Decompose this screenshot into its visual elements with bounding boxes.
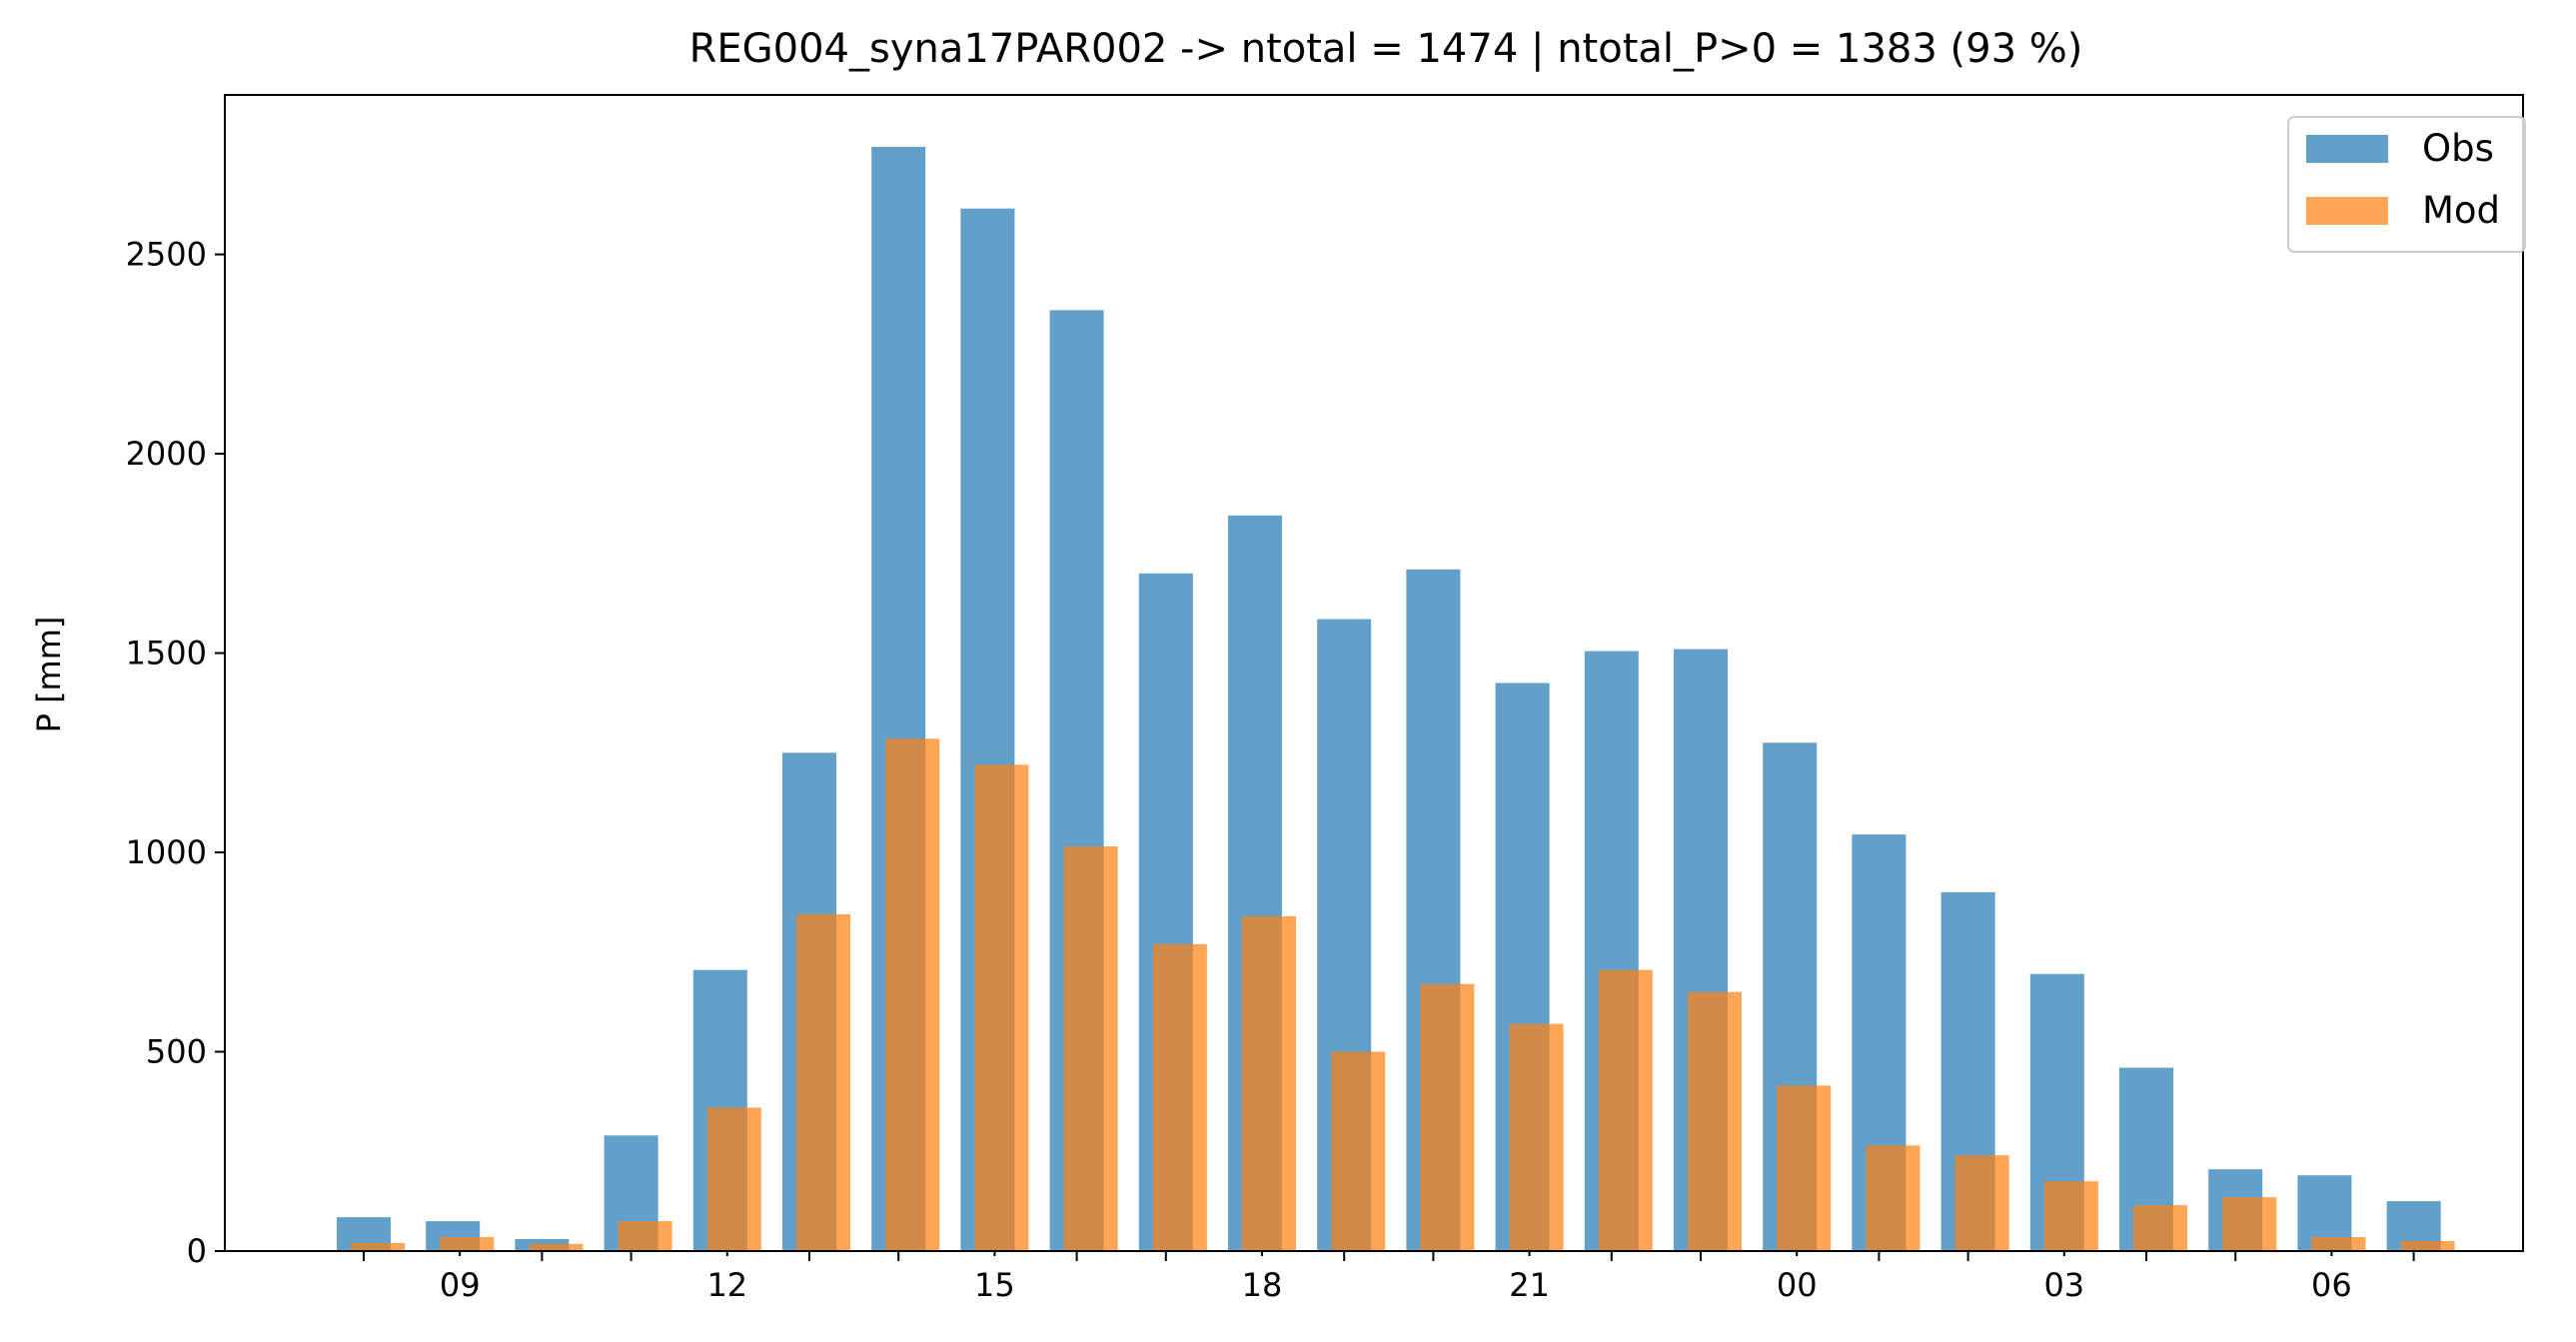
legend-swatch-mod bbox=[2306, 197, 2388, 225]
x-tick-label: 06 bbox=[2311, 1266, 2352, 1304]
y-tick-label: 2000 bbox=[126, 435, 207, 473]
legend: Obs Mod bbox=[2287, 116, 2526, 253]
y-axis-label: P [mm] bbox=[30, 617, 68, 733]
bar-mod-18 bbox=[1242, 915, 1296, 1251]
x-axis: 09 12 15 18 21 00 03 06 bbox=[363, 1251, 2415, 1304]
bar-mod-12 bbox=[706, 1107, 761, 1251]
bar-mod-4 bbox=[2133, 1205, 2187, 1251]
chart-title: REG004_syna17PAR002 -> ntotal = 1474 | n… bbox=[689, 26, 2083, 72]
y-tick-label: 500 bbox=[146, 1033, 207, 1071]
y-tick-label: 1000 bbox=[126, 833, 207, 871]
bar-mod-19 bbox=[1331, 1051, 1386, 1251]
bar-mod-11 bbox=[618, 1221, 672, 1251]
legend-swatch-obs bbox=[2306, 135, 2388, 163]
bar-mod-5 bbox=[2222, 1197, 2277, 1251]
bar-mod-14 bbox=[885, 738, 940, 1251]
x-tick-label: 18 bbox=[1242, 1266, 1283, 1304]
bar-mod-6 bbox=[2311, 1237, 2366, 1251]
x-tick-label: 12 bbox=[706, 1266, 747, 1304]
bar-mod-17 bbox=[1152, 943, 1207, 1251]
bar-mod-20 bbox=[1420, 983, 1475, 1251]
bar-mod-2 bbox=[1954, 1155, 2009, 1251]
bar-mod-23 bbox=[1688, 991, 1742, 1251]
bar-mod-13 bbox=[796, 913, 850, 1251]
x-tick-label: 21 bbox=[1509, 1266, 1550, 1304]
bar-mod-21 bbox=[1509, 1023, 1564, 1251]
series-obs bbox=[337, 146, 2441, 1252]
y-tick-label: 1500 bbox=[126, 635, 207, 672]
x-tick-label: 09 bbox=[440, 1266, 481, 1304]
legend-label-obs: Obs bbox=[2422, 127, 2494, 170]
y-axis: 0 500 1000 1500 2000 2500 bbox=[126, 236, 225, 1270]
bar-mod-9 bbox=[440, 1237, 495, 1251]
series-mod bbox=[351, 738, 2455, 1251]
y-tick-label: 0 bbox=[187, 1232, 207, 1270]
bar-mod-8 bbox=[351, 1243, 405, 1251]
bar-mod-15 bbox=[974, 764, 1029, 1251]
bar-mod-22 bbox=[1598, 969, 1653, 1251]
legend-label-mod: Mod bbox=[2422, 189, 2500, 232]
bar-mod-3 bbox=[2043, 1181, 2098, 1251]
bar-mod-0 bbox=[1777, 1085, 1832, 1251]
bar-mod-1 bbox=[1866, 1145, 1921, 1251]
plot-frame bbox=[224, 94, 2524, 1252]
x-tick-label: 00 bbox=[1777, 1266, 1818, 1304]
bar-mod-10 bbox=[529, 1243, 584, 1251]
bar-mod-7 bbox=[2400, 1241, 2455, 1251]
bars bbox=[337, 146, 2455, 1252]
x-tick-label: 03 bbox=[2043, 1266, 2084, 1304]
bar-mod-16 bbox=[1063, 846, 1118, 1251]
y-tick-label: 2500 bbox=[126, 236, 207, 274]
x-tick-label: 15 bbox=[974, 1266, 1015, 1304]
